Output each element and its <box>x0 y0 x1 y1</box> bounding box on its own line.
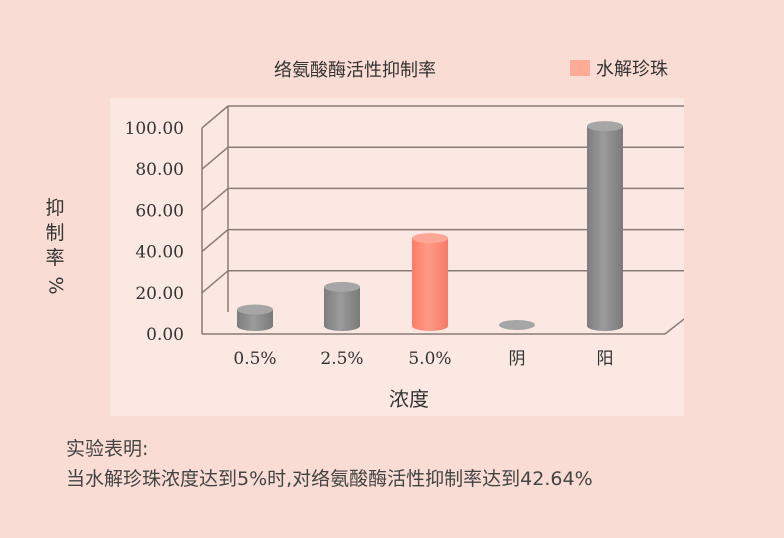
conclusion: 实验表明: 当水解珍珠浓度达到5%时,对络氨酸酶活性抑制率达到42.64% <box>66 434 766 494</box>
y-tick-label: 60.00 <box>135 201 184 221</box>
y-tick-label: 40.00 <box>135 243 184 263</box>
bar-top <box>237 304 273 315</box>
bar-base <box>237 321 273 331</box>
gridline-diagonal <box>201 105 229 129</box>
y-tick-label: 100.00 <box>125 119 184 139</box>
y-axis-label-unit: % <box>44 276 67 295</box>
bar-top <box>324 281 360 292</box>
conclusion-heading: 实验表明: <box>66 438 149 460</box>
conclusion-text: 当水解珍珠浓度达到5%时,对络氨酸酶活性抑制率达到42.64% <box>66 468 593 490</box>
y-tick-label: 20.00 <box>135 284 184 304</box>
gridline-diagonal <box>201 270 229 294</box>
plot-panel: 0.00 20.00 40.00 60.00 80.00 100.00 0.5% 2.5% 5.… <box>110 98 684 416</box>
y-tick-label: 0.00 <box>146 325 184 345</box>
x-axis-depth-line <box>664 318 684 335</box>
gridline-diagonal <box>201 229 229 253</box>
x-tick-label: 5.0% <box>408 349 451 369</box>
gridline-diagonal <box>201 146 229 170</box>
bar-top <box>587 121 623 132</box>
axis-layer <box>201 106 684 335</box>
bar-body <box>587 126 623 327</box>
bar <box>499 319 535 330</box>
bar-base <box>412 321 448 331</box>
chart-title: 络氨酸酶活性抑制率 <box>274 60 436 81</box>
x-axis-title: 浓度 <box>389 387 429 411</box>
legend-label: 水解珍珠 <box>596 59 668 80</box>
bar-base <box>324 321 360 331</box>
bar <box>412 233 448 331</box>
bar-body <box>412 238 448 326</box>
bar-body <box>324 286 360 326</box>
bar-base <box>587 321 623 331</box>
bar <box>324 281 360 331</box>
x-tick-label: 0.5% <box>233 349 276 369</box>
x-tick-label: 阳 <box>597 349 614 369</box>
labels-layer: 0.00 20.00 40.00 60.00 80.00 100.00 0.5% 2.5% 5.… <box>125 119 614 411</box>
bars-layer <box>237 121 623 331</box>
legend: 水解珍珠 <box>570 56 668 80</box>
bar <box>587 121 623 331</box>
chart-svg: 0.00 20.00 40.00 60.00 80.00 100.00 0.5% 2.5% 5.… <box>125 105 684 411</box>
gridline-diagonal <box>201 187 229 211</box>
y-axis-label-text: 抑制率 <box>45 197 65 269</box>
bar <box>237 304 273 331</box>
y-axis-label: 抑制率 % <box>40 196 70 298</box>
legend-swatch <box>570 60 590 76</box>
bar-top <box>499 319 535 330</box>
y-tick-label: 80.00 <box>135 160 184 180</box>
bar-top <box>412 233 448 244</box>
x-tick-label: 阴 <box>509 349 526 369</box>
x-tick-label: 2.5% <box>320 349 363 369</box>
